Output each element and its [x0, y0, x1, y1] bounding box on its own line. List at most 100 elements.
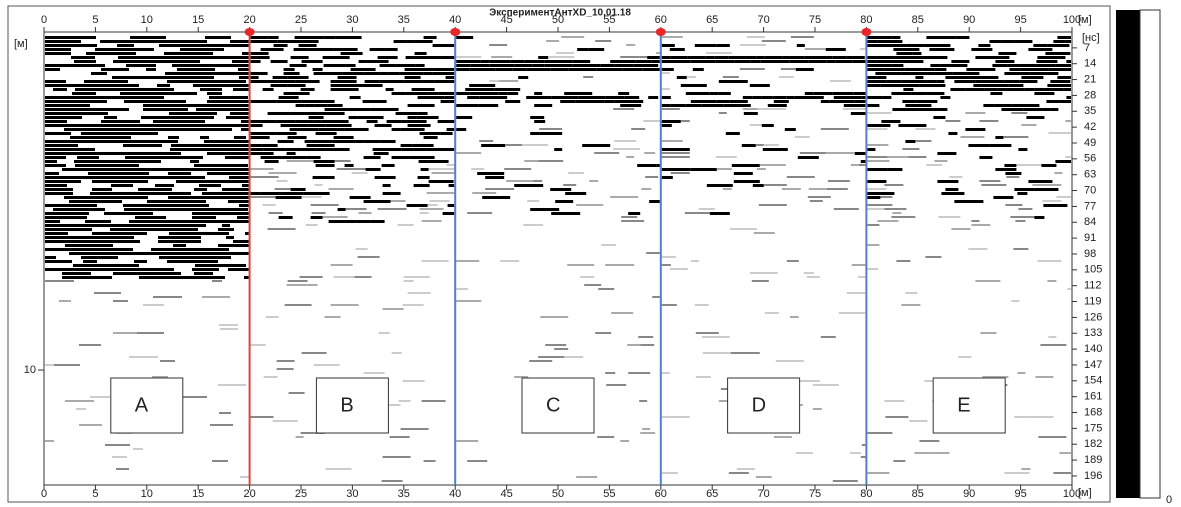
reflection — [113, 60, 136, 63]
reflection — [902, 148, 920, 150]
reflection — [550, 188, 572, 191]
reflection — [469, 92, 499, 95]
x-tick-label-bottom: 40 — [449, 488, 461, 500]
reflection — [209, 88, 222, 91]
reflection — [145, 56, 163, 59]
reflection — [81, 132, 89, 135]
x-tick-label-bottom: 5 — [92, 488, 98, 500]
reflection — [84, 236, 113, 239]
reflection — [968, 144, 990, 147]
reflection — [196, 108, 223, 111]
reflection — [129, 220, 149, 223]
reflection — [261, 144, 278, 147]
reflection — [268, 172, 297, 174]
reflection — [420, 168, 429, 171]
reflection — [820, 128, 849, 130]
reflection — [86, 152, 104, 155]
reflection — [796, 380, 820, 382]
reflection — [1037, 260, 1062, 262]
reflection — [934, 68, 947, 71]
reflection — [209, 96, 227, 99]
reflection — [104, 116, 117, 119]
reflection — [197, 40, 207, 43]
reflection — [45, 64, 65, 67]
reflection — [891, 216, 916, 218]
reflection — [661, 44, 675, 47]
reflection — [892, 64, 904, 67]
reflection — [661, 156, 690, 158]
reflection — [887, 156, 909, 158]
reflection — [514, 376, 529, 378]
reflection — [76, 272, 91, 275]
reflection — [358, 212, 372, 214]
reflection — [563, 184, 577, 186]
reflection — [194, 188, 207, 191]
reflection — [234, 264, 246, 267]
reflection — [148, 40, 166, 43]
reflection — [886, 80, 902, 83]
reflection — [275, 132, 297, 135]
reflection — [190, 160, 199, 163]
reflection — [80, 92, 96, 95]
reflection — [892, 212, 902, 214]
reflection — [718, 80, 748, 83]
reflection — [867, 168, 888, 171]
colorbar-label: 0 — [1166, 494, 1172, 506]
reflection — [915, 100, 938, 103]
reflection — [919, 440, 940, 442]
reflection — [112, 76, 135, 79]
reflection — [661, 304, 677, 306]
reflection — [934, 160, 948, 162]
reflection — [113, 268, 127, 271]
reflection — [929, 48, 955, 51]
reflection — [755, 144, 764, 146]
reflection — [53, 208, 72, 211]
reflection — [832, 480, 858, 482]
colorbar-light — [1139, 9, 1161, 499]
reflection — [82, 196, 110, 199]
reflection — [901, 80, 927, 83]
reflection — [71, 84, 95, 87]
reflection — [106, 80, 128, 83]
reflection — [633, 64, 659, 67]
reflection — [176, 180, 187, 183]
reflection — [268, 212, 283, 214]
reflection — [192, 212, 217, 215]
reflection — [56, 236, 69, 239]
reflection — [143, 64, 156, 67]
reflection — [741, 144, 756, 147]
reflection — [867, 472, 890, 474]
reflection — [429, 200, 450, 202]
reflection — [596, 68, 623, 71]
reflection — [283, 72, 300, 75]
reflection — [263, 148, 286, 151]
reflection — [363, 156, 381, 159]
reflection — [414, 40, 433, 43]
reflection — [337, 208, 346, 211]
reflection — [867, 36, 893, 39]
reflection — [575, 100, 605, 103]
reflection — [456, 288, 469, 290]
reflection — [867, 268, 879, 270]
reflection — [167, 260, 187, 263]
reflection — [1004, 472, 1030, 474]
reflection — [314, 104, 328, 107]
reflection — [423, 36, 437, 39]
reflection — [117, 176, 140, 179]
reflection — [281, 192, 304, 195]
reflection — [867, 196, 881, 199]
reflection — [749, 124, 762, 126]
reflection — [918, 108, 938, 111]
reflection — [132, 240, 140, 243]
reflection — [398, 400, 411, 402]
reflection — [202, 192, 225, 195]
reflection — [404, 80, 423, 83]
reflection — [79, 240, 91, 243]
reflection — [184, 224, 206, 227]
reflection — [97, 112, 108, 115]
reflection — [169, 112, 188, 115]
reflection — [467, 96, 480, 99]
reflection — [846, 56, 865, 59]
reflection — [365, 168, 381, 171]
